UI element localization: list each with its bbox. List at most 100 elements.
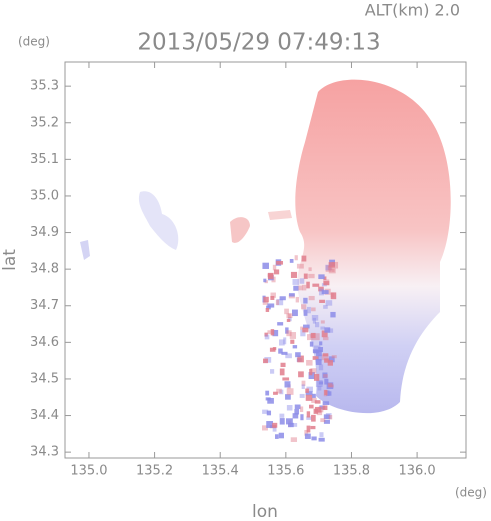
echo-cell xyxy=(323,419,330,424)
echo-cell xyxy=(312,393,316,398)
echo-cell xyxy=(306,386,313,392)
echo-cell xyxy=(321,354,329,361)
echo-cell xyxy=(269,347,276,352)
echo-cell xyxy=(312,317,317,324)
x-tick-label: 135.6 xyxy=(267,464,304,479)
echo-cell xyxy=(273,391,278,395)
echo-cell xyxy=(311,397,317,403)
echo-cell xyxy=(316,410,323,416)
y-tick-label: 35.1 xyxy=(30,152,59,167)
echo-cell xyxy=(283,337,287,345)
echo-cell xyxy=(324,327,331,333)
echo-cell xyxy=(304,429,309,436)
echo-cell xyxy=(285,327,289,334)
echo-cell xyxy=(328,391,332,396)
echo-cell xyxy=(320,326,325,330)
echo xyxy=(138,191,179,250)
echo-cell xyxy=(330,292,337,300)
echo-cell xyxy=(312,356,319,360)
echo-cell xyxy=(262,409,269,414)
echo-cell xyxy=(306,281,310,289)
echo-cell xyxy=(286,388,294,395)
echo-cell xyxy=(272,422,278,428)
echo-cell xyxy=(297,355,304,363)
echo-cell xyxy=(265,390,270,396)
echo-cell xyxy=(325,265,332,272)
echo-cell xyxy=(311,436,317,441)
echo-cell xyxy=(312,333,320,341)
y-tick-label: 34.5 xyxy=(30,371,59,386)
echo-cell xyxy=(306,416,312,420)
echo-cell xyxy=(286,318,291,322)
y-tick-label: 34.4 xyxy=(30,408,59,423)
echo-cell xyxy=(270,369,275,374)
echo-cell xyxy=(311,414,316,422)
echo-cell xyxy=(295,296,300,303)
chart-title: 2013/05/29 07:49:13 xyxy=(137,30,380,56)
echo-cell xyxy=(302,327,309,333)
echo-cell xyxy=(272,426,277,432)
echo xyxy=(295,79,451,414)
altitude: ALT(km) 2.0 xyxy=(365,1,460,20)
echo-cell xyxy=(318,288,324,296)
radar-echoes xyxy=(80,79,451,442)
echo-cell xyxy=(303,324,310,329)
echo-cell xyxy=(328,415,333,420)
echo-cell xyxy=(273,269,280,275)
echo-cell xyxy=(324,358,331,363)
echo-cell xyxy=(289,332,297,339)
echo-cell xyxy=(296,263,304,269)
echo-cell xyxy=(304,433,311,439)
echo-cell xyxy=(279,368,285,376)
echo-cell xyxy=(323,305,328,309)
echo-cell xyxy=(279,413,285,418)
echo-cell xyxy=(322,336,329,341)
echo-cell xyxy=(328,262,335,268)
echo-cell xyxy=(278,348,283,354)
echo-cell xyxy=(266,421,274,428)
echo-cell xyxy=(308,267,312,272)
echo-cell xyxy=(323,281,330,286)
echo-cell xyxy=(264,334,270,340)
echo-cell xyxy=(267,397,274,404)
echo-cell xyxy=(328,384,334,388)
echo-cell xyxy=(264,332,268,337)
echo-cell xyxy=(279,418,285,425)
echo-cell xyxy=(278,432,284,439)
echo-cell xyxy=(262,425,268,431)
echo-cell xyxy=(301,255,307,262)
y-tick-label: 35.3 xyxy=(30,79,59,94)
echo-cell xyxy=(311,307,316,312)
echo-cell xyxy=(327,360,333,366)
echo-cell xyxy=(318,286,324,292)
echo-cell xyxy=(306,425,311,433)
echo-cell xyxy=(301,384,305,389)
echo-cell xyxy=(286,405,293,411)
echo-cell xyxy=(305,394,313,401)
echo-cell xyxy=(282,377,290,381)
echo-cell xyxy=(315,359,322,365)
echo-cell xyxy=(298,371,304,378)
x-tick-label: 136.0 xyxy=(398,464,435,479)
echo-cell xyxy=(285,418,293,425)
echo-cell xyxy=(288,422,294,428)
echo-cell xyxy=(310,425,316,430)
echo-cell xyxy=(262,262,269,269)
echo-cell xyxy=(289,258,294,263)
y-tick-label: 34.6 xyxy=(30,335,59,350)
echo-cell xyxy=(322,401,330,406)
echo-cell xyxy=(325,413,332,420)
echo-cell xyxy=(262,300,269,305)
echo-cell xyxy=(303,273,308,279)
echo-cell xyxy=(327,265,333,271)
echo-cell xyxy=(309,404,314,409)
echo-cell xyxy=(298,285,303,291)
echo-cell xyxy=(270,329,275,336)
echo-cell xyxy=(308,295,315,301)
echo-cell xyxy=(285,394,291,400)
x-tick-label: 135.8 xyxy=(333,464,370,479)
echo-cell xyxy=(324,390,328,395)
echo-cell xyxy=(280,362,286,368)
echo-cell xyxy=(306,359,313,366)
echo-cell xyxy=(286,330,292,337)
